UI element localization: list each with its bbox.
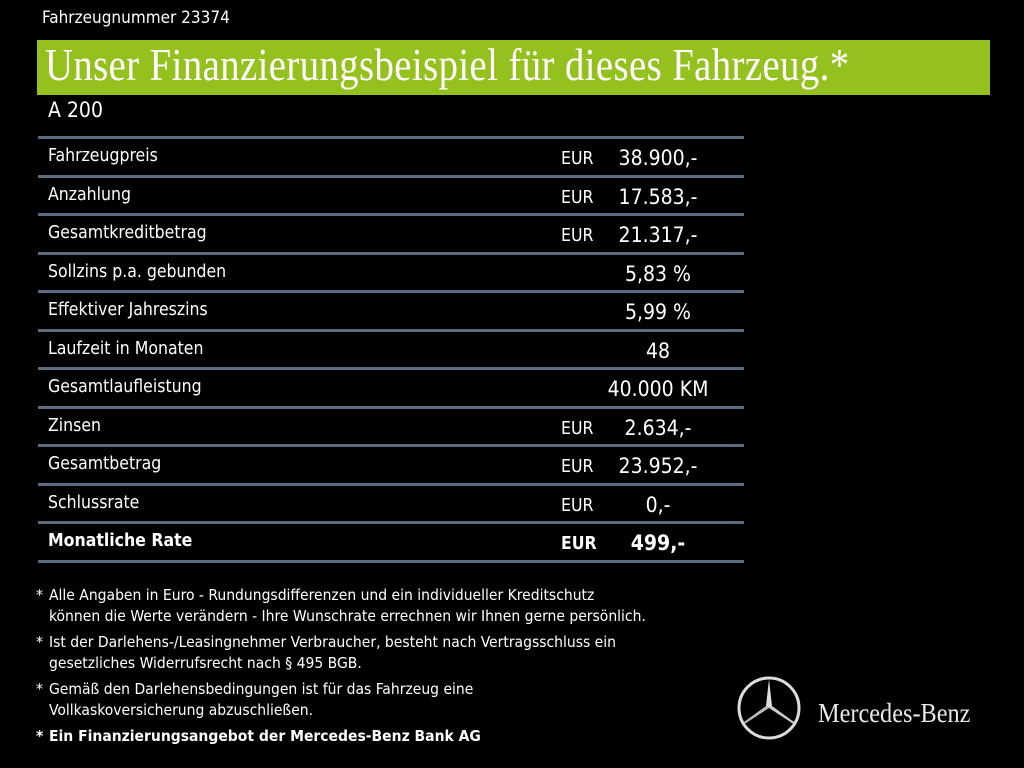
footnote-line: Ist der Darlehens-/Leasingnehmer Verbrau… (49, 633, 616, 651)
row-label: Laufzeit in Monaten (48, 338, 204, 359)
table-row: Sollzins p.a. gebunden 5,83 % (38, 251, 744, 291)
currency-label: EUR (561, 495, 594, 516)
row-label: Anzahlung (48, 184, 131, 205)
row-value: 48 (645, 338, 671, 363)
row-label: Schlussrate (48, 492, 140, 513)
footnote-line: Gemäß den Darlehensbedingungen ist für d… (49, 680, 474, 698)
currency-label: EUR (561, 149, 594, 169)
table-row: Gesamtkreditbetrag EUR 21.317,- (38, 213, 744, 252)
row-label: Monatliche Rate (48, 531, 193, 551)
row-value: 5,83 % (624, 261, 691, 286)
row-label: Gesamtbetrag (48, 454, 162, 474)
row-label: Sollzins p.a. gebunden (48, 261, 227, 282)
table-row: Gesamtlaufleistung 40.000 KM (38, 367, 744, 406)
row-value: 38.900,- (618, 146, 698, 170)
row-value: 5,99 % (624, 300, 691, 324)
row-value: 499,- (630, 531, 686, 555)
vehicle-number: Fahrzeugnummer 23374 (42, 8, 230, 28)
row-value: 0,- (645, 492, 671, 517)
finance-table: Fahrzeugpreis EUR 38.900,- Anzahlung EUR 17.5… (38, 136, 744, 563)
table-row: Schlussrate EUR 0,- (38, 482, 744, 522)
footnote: Alle Angaben in Euro - Rundungsdifferenz… (36, 585, 646, 627)
currency-label: EUR (561, 457, 594, 477)
currency-label: EUR (561, 418, 594, 439)
footnote: Gemäß den Darlehensbedingungen ist für d… (36, 679, 646, 721)
footnote-line: gesetzliches Widerrufsrecht nach § 495 B… (49, 654, 362, 672)
row-value: 2.634,- (624, 415, 692, 440)
currency-label: EUR (561, 187, 594, 208)
page-title: Unser Finanzierungsbeispiel für dieses F… (45, 40, 850, 90)
table-row: Fahrzeugpreis EUR 38.900,- (38, 136, 744, 175)
title-banner: Unser Finanzierungsbeispiel für dieses F… (37, 40, 990, 95)
table-row: Effektiver Jahreszins 5,99 % (38, 290, 744, 329)
table-row: Anzahlung EUR 17.583,- (38, 174, 744, 214)
footnote-line: können die Werte verändern - Ihre Wunsch… (49, 607, 646, 625)
table-row: Zinsen EUR 2.634,- (38, 405, 744, 445)
row-value: 23.952,- (618, 454, 698, 478)
currency-label: EUR (561, 226, 594, 246)
table-row: Monatliche Rate EUR 499,- (38, 521, 744, 563)
row-label: Effektiver Jahreszins (48, 300, 208, 320)
model-name: A 200 (48, 98, 103, 122)
table-row: Laufzeit in Monaten 48 (38, 328, 744, 368)
footnote-line: Ein Finanzierungsangebot der Mercedes-Be… (49, 727, 481, 745)
row-label: Gesamtlaufleistung (48, 377, 202, 397)
row-value: 17.583,- (618, 184, 698, 209)
table-row: Gesamtbetrag EUR 23.952,- (38, 444, 744, 483)
footnote-line: Vollkaskoversicherung abzuschließen. (49, 701, 314, 719)
footnote: Ist der Darlehens-/Leasingnehmer Verbrau… (36, 632, 646, 674)
footnotes: Alle Angaben in Euro - Rundungsdifferenz… (36, 585, 646, 752)
row-label: Fahrzeugpreis (48, 146, 158, 166)
row-label: Gesamtkreditbetrag (48, 223, 207, 243)
row-label: Zinsen (48, 415, 102, 436)
row-value: 21.317,- (618, 223, 698, 247)
brand-name: Mercedes-Benz (818, 698, 971, 728)
footnote: Ein Finanzierungsangebot der Mercedes-Be… (36, 726, 646, 747)
mercedes-star-logo (737, 676, 801, 740)
footnote-line: Alle Angaben in Euro - Rundungsdifferenz… (49, 586, 595, 604)
currency-label: EUR (561, 534, 597, 554)
row-value: 40.000 KM (607, 377, 709, 401)
